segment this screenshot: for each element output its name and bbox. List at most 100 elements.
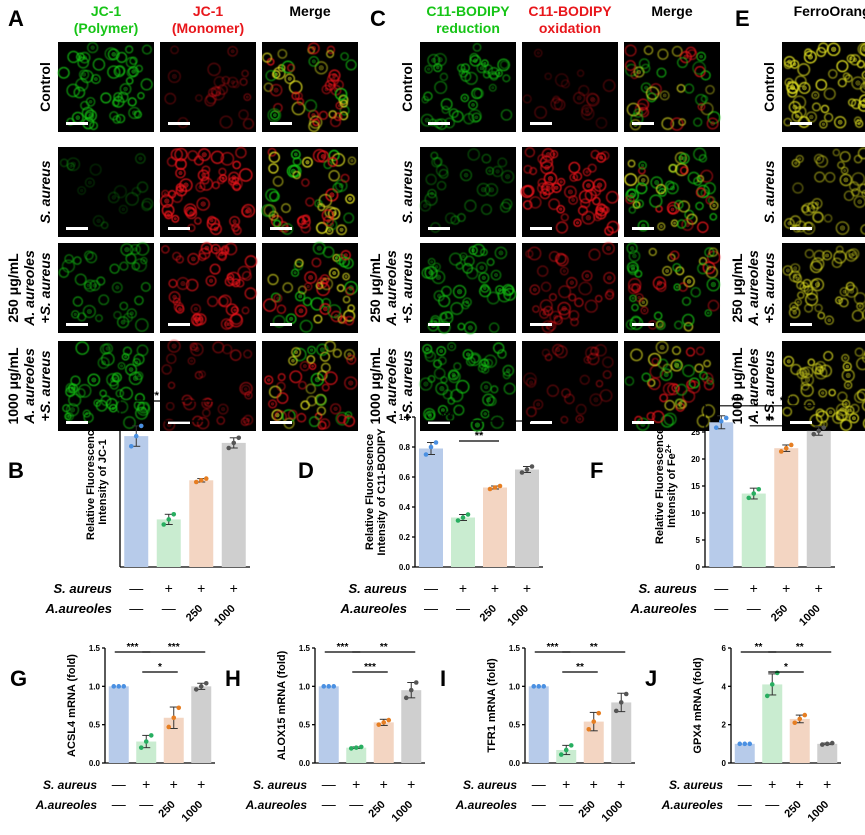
data-point [778,449,784,454]
data-point [321,684,327,689]
row-label-e-0-0: Control [761,62,777,112]
significance-label: *** [489,410,503,422]
micrograph-c-r1-c2 [624,147,720,237]
data-point [774,670,780,676]
micrograph-c-r2-c0 [420,243,517,335]
micrograph-a-r0-c2 [262,42,358,133]
micrograph-a-r2-c0 [58,242,154,333]
column-subheader-c-0: reduction [436,20,500,36]
data-point [568,743,574,748]
row-label-c-1-0: S. aureus [399,160,415,223]
bar-2 [189,480,214,567]
condition-mark: — [112,776,126,792]
condition-mark: — [532,776,546,792]
condition-label-a-aureoles: A.aureoles [245,798,308,812]
data-point [747,741,753,747]
condition-mark: + [562,776,570,792]
row-label-c-2-0: 250 μg/mL [367,253,383,323]
condition-mark: — [532,796,546,812]
data-point [455,518,461,523]
panel-label-G: G [10,666,27,691]
data-point [413,680,419,685]
condition-mark: + [815,580,823,596]
data-point [529,464,535,469]
bar-3 [515,469,539,567]
condition-mark: — [424,600,438,616]
row-label-c-3-0: 1000 μg/mL [367,347,383,424]
y-tick-label: 0.2 [399,533,411,542]
data-point [138,423,144,429]
bar-0 [124,436,149,567]
row-label-e-3-0: 1000 μg/mL [729,347,745,424]
y-tick-label: 1.5 [509,644,521,653]
data-point [487,486,493,492]
micrograph-c-r3-c1 [522,341,618,431]
bar-3 [611,702,632,763]
y-tick-label: 2 [722,721,727,730]
y-axis-label: Intensity of Fe2+ [664,444,679,528]
column-header-a-0: JC-1 [91,3,122,19]
row-label-e-3-2: +S. aureus [761,350,777,421]
significance-label: *** [146,390,160,402]
data-point [423,452,429,457]
y-tick-label: 0 [722,759,727,768]
significance-label: *** [780,395,794,407]
data-point [171,715,177,721]
condition-mark: — [738,776,752,792]
data-point [358,744,364,750]
data-point [764,693,770,699]
bar-1 [741,493,766,567]
data-point [492,485,498,490]
micrograph-a-r2-c2 [262,241,358,333]
condition-mark: — [714,580,728,596]
y-tick-label: 0.4 [399,503,411,512]
bar-2 [373,722,394,763]
row-label-c-2-2: +S. aureus [399,252,415,323]
data-point [193,479,199,485]
condition-mark: + [796,776,804,792]
row-label-a-3-1: A. aureoles [21,348,37,425]
condition-mark: — [129,600,143,616]
condition-mark: — [349,796,363,812]
data-point [128,444,134,449]
micrograph-grids: JC-1(Polymer)JC-1(Monomer)MergeControlS.… [5,3,865,432]
micrograph-a-r1-c2 [261,147,358,237]
micrograph-c-r1-c1 [520,147,620,237]
data-point [586,726,592,732]
micrograph-e-r3-c0 [782,341,865,432]
condition-mark: — [139,796,153,812]
significance-label: *** [731,395,745,407]
data-point [386,717,392,723]
dose-label: 1000 [180,799,206,825]
y-tick-label: 0.6 [399,473,411,482]
data-point [819,742,825,747]
data-point [161,522,167,527]
data-point [460,515,466,520]
bar-0 [318,686,339,763]
chart-b: B Relative Fluorescence Intensity of JC-1 *… [8,390,250,628]
dose-label: 250 [782,799,803,820]
dose-label: 1000 [806,799,832,825]
data-point [348,746,354,751]
condition-label-s-aureus: S. aureus [638,581,697,596]
panel-label-J: J [645,666,657,691]
condition-mark: — [424,580,438,596]
y-axis-label: ALOX15 mRNA (fold) [276,650,288,760]
row-label-a-3-2: +S. aureus [37,350,53,421]
panel-label-C: C [370,6,386,31]
data-point [531,684,537,689]
condition-mark: + [165,580,173,596]
condition-mark: + [197,580,205,596]
bar-0 [528,686,549,763]
micrograph-a-r0-c0 [57,41,154,132]
bar-1 [156,519,181,567]
row-label-a-0-0: Control [37,62,53,112]
data-point [718,418,724,424]
significance-label: ** [796,642,804,653]
condition-label-a-aureoles: A.aureoles [630,601,697,616]
data-point [519,470,525,475]
data-point [231,440,237,446]
micrograph-c-r0-c1 [522,42,618,132]
y-tick-label: 5 [696,536,701,545]
significance-label: * [158,662,162,673]
